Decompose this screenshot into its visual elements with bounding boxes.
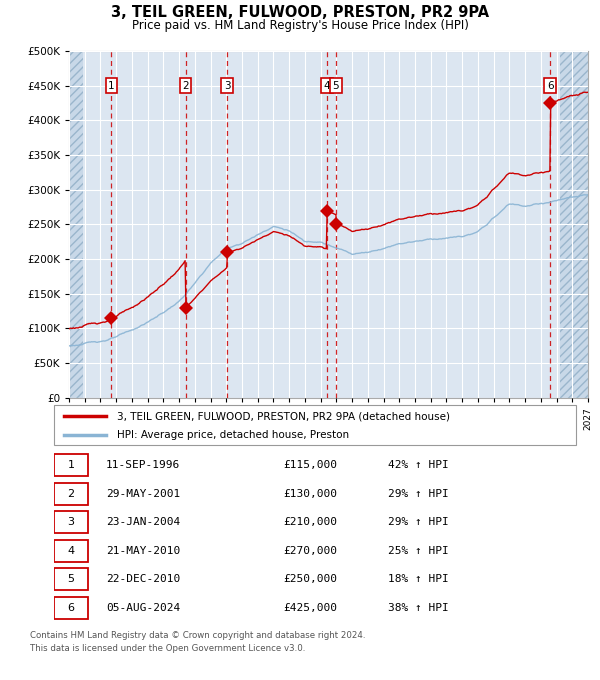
Text: 5: 5: [67, 575, 74, 584]
FancyBboxPatch shape: [54, 597, 88, 619]
FancyBboxPatch shape: [54, 454, 88, 476]
Text: 5: 5: [332, 81, 339, 90]
Text: Contains HM Land Registry data © Crown copyright and database right 2024.: Contains HM Land Registry data © Crown c…: [30, 631, 365, 640]
Text: Price paid vs. HM Land Registry's House Price Index (HPI): Price paid vs. HM Land Registry's House …: [131, 19, 469, 32]
Text: 3: 3: [224, 81, 230, 90]
Text: 4: 4: [323, 81, 330, 90]
Text: 23-JAN-2004: 23-JAN-2004: [106, 517, 181, 527]
Text: £270,000: £270,000: [284, 546, 338, 556]
Bar: [69, 51, 83, 398]
Text: 29% ↑ HPI: 29% ↑ HPI: [388, 489, 449, 498]
Bar: [560, 51, 592, 398]
Text: 4: 4: [67, 546, 74, 556]
Text: 21-MAY-2010: 21-MAY-2010: [106, 546, 181, 556]
Text: 11-SEP-1996: 11-SEP-1996: [106, 460, 181, 470]
Text: 6: 6: [67, 603, 74, 613]
Text: 2: 2: [182, 81, 189, 90]
FancyBboxPatch shape: [54, 511, 88, 533]
Text: 25% ↑ HPI: 25% ↑ HPI: [388, 546, 449, 556]
Text: 29-MAY-2001: 29-MAY-2001: [106, 489, 181, 498]
Text: £115,000: £115,000: [284, 460, 338, 470]
Text: 29% ↑ HPI: 29% ↑ HPI: [388, 517, 449, 527]
Text: 42% ↑ HPI: 42% ↑ HPI: [388, 460, 449, 470]
FancyBboxPatch shape: [54, 483, 88, 505]
Text: 1: 1: [108, 81, 115, 90]
Text: 18% ↑ HPI: 18% ↑ HPI: [388, 575, 449, 584]
Text: £130,000: £130,000: [284, 489, 338, 498]
Text: 2: 2: [67, 489, 74, 498]
Text: £210,000: £210,000: [284, 517, 338, 527]
Text: 3, TEIL GREEN, FULWOOD, PRESTON, PR2 9PA (detached house): 3, TEIL GREEN, FULWOOD, PRESTON, PR2 9PA…: [116, 411, 449, 421]
Text: 3: 3: [67, 517, 74, 527]
Text: £425,000: £425,000: [284, 603, 338, 613]
Text: 22-DEC-2010: 22-DEC-2010: [106, 575, 181, 584]
Text: 38% ↑ HPI: 38% ↑ HPI: [388, 603, 449, 613]
Text: HPI: Average price, detached house, Preston: HPI: Average price, detached house, Pres…: [116, 430, 349, 440]
FancyBboxPatch shape: [54, 405, 576, 445]
FancyBboxPatch shape: [54, 540, 88, 562]
Text: 3, TEIL GREEN, FULWOOD, PRESTON, PR2 9PA: 3, TEIL GREEN, FULWOOD, PRESTON, PR2 9PA: [111, 5, 489, 20]
Text: 6: 6: [547, 81, 553, 90]
FancyBboxPatch shape: [54, 568, 88, 590]
Text: 05-AUG-2024: 05-AUG-2024: [106, 603, 181, 613]
Text: 1: 1: [67, 460, 74, 470]
Text: £250,000: £250,000: [284, 575, 338, 584]
Text: This data is licensed under the Open Government Licence v3.0.: This data is licensed under the Open Gov…: [30, 644, 305, 653]
